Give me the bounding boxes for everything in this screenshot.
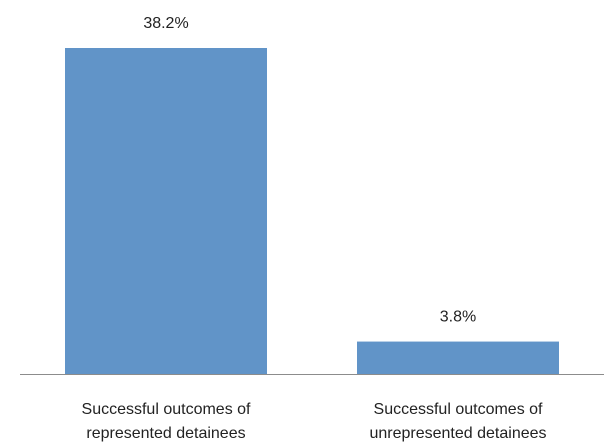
data-label-1: 38.2% bbox=[143, 15, 188, 32]
category-labels-group: Successful outcomes of represented detain… bbox=[82, 401, 547, 442]
category-label-line: unrepresented detainees bbox=[369, 425, 546, 442]
data-labels-group: 38.2% 3.8% bbox=[143, 15, 476, 326]
category-label-1: Successful outcomes of represented detain… bbox=[82, 401, 252, 442]
category-label-2: Successful outcomes of unrepresented deta… bbox=[369, 401, 546, 442]
bars-group bbox=[65, 48, 559, 374]
data-label-2: 3.8% bbox=[440, 309, 476, 326]
category-label-line: Successful outcomes of bbox=[374, 401, 544, 418]
bar-2 bbox=[357, 341, 559, 374]
bar-1 bbox=[65, 48, 267, 374]
category-label-line: Successful outcomes of bbox=[82, 401, 252, 418]
category-label-line: represented detainees bbox=[86, 425, 245, 442]
